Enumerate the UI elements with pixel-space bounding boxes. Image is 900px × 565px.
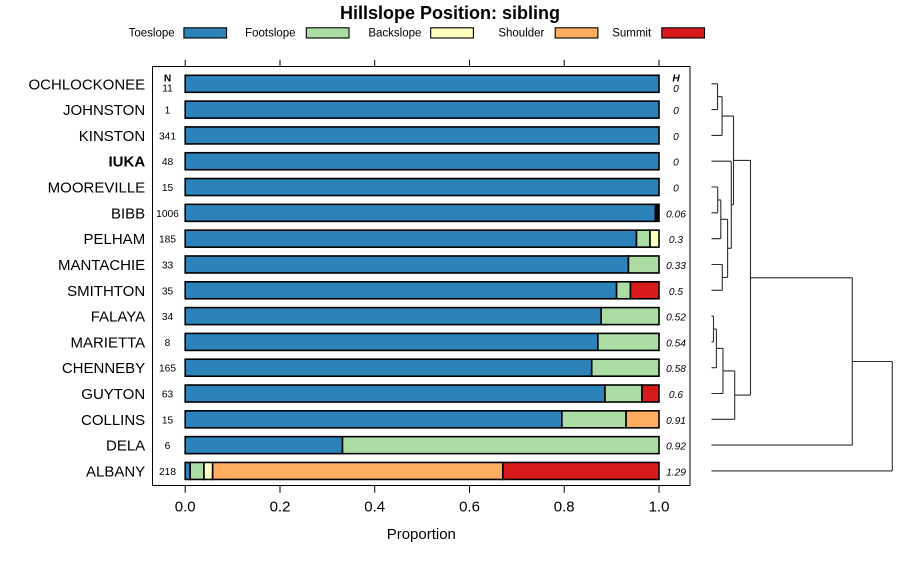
svg-text:0.6: 0.6	[459, 499, 480, 516]
svg-text:35: 35	[162, 286, 174, 297]
svg-text:1006: 1006	[156, 209, 179, 220]
svg-text:0: 0	[673, 184, 679, 195]
svg-text:0.0: 0.0	[175, 499, 196, 516]
svg-text:341: 341	[159, 131, 176, 142]
svg-text:COLLINS: COLLINS	[81, 412, 145, 429]
svg-text:Toeslope: Toeslope	[129, 28, 175, 40]
svg-text:218: 218	[159, 467, 176, 478]
svg-text:Shoulder: Shoulder	[498, 28, 544, 40]
svg-text:Hillslope Position: sibling: Hillslope Position: sibling	[340, 3, 560, 23]
svg-text:0: 0	[673, 158, 679, 169]
svg-text:0: 0	[673, 84, 679, 95]
svg-text:MARIETTA: MARIETTA	[70, 334, 145, 351]
svg-text:0.8: 0.8	[554, 499, 575, 516]
svg-text:0.6: 0.6	[669, 390, 683, 401]
svg-text:1.0: 1.0	[649, 499, 670, 516]
svg-text:MANTACHIE: MANTACHIE	[58, 257, 145, 274]
svg-text:0.3: 0.3	[669, 235, 683, 246]
svg-text:H: H	[672, 73, 680, 84]
svg-text:N: N	[164, 73, 171, 84]
svg-text:1: 1	[165, 106, 171, 117]
svg-text:0.33: 0.33	[666, 261, 686, 272]
svg-text:PELHAM: PELHAM	[84, 231, 146, 248]
svg-text:33: 33	[162, 261, 174, 272]
svg-text:6: 6	[165, 441, 171, 452]
svg-text:IUKA: IUKA	[109, 154, 146, 171]
svg-text:Backslope: Backslope	[368, 28, 421, 40]
svg-text:CHENNEBY: CHENNEBY	[62, 360, 145, 377]
svg-text:63: 63	[162, 390, 174, 401]
svg-text:15: 15	[162, 415, 174, 426]
svg-text:0.91: 0.91	[666, 416, 686, 427]
svg-text:1.29: 1.29	[666, 467, 686, 478]
svg-text:11: 11	[162, 84, 173, 95]
svg-text:OCHLOCKONEE: OCHLOCKONEE	[28, 76, 145, 93]
svg-text:FALAYA: FALAYA	[91, 309, 145, 326]
svg-text:0.4: 0.4	[364, 499, 385, 516]
svg-text:ALBANY: ALBANY	[86, 463, 145, 480]
svg-text:DELA: DELA	[106, 438, 145, 455]
svg-text:0.2: 0.2	[270, 499, 291, 516]
svg-text:0.06: 0.06	[666, 209, 686, 220]
svg-text:0: 0	[673, 132, 679, 143]
svg-text:GUYTON: GUYTON	[81, 386, 145, 403]
svg-text:JOHNSTON: JOHNSTON	[63, 102, 145, 119]
svg-text:Footslope: Footslope	[245, 28, 296, 40]
svg-text:165: 165	[159, 364, 176, 375]
svg-text:48: 48	[162, 157, 174, 168]
svg-text:0: 0	[673, 106, 679, 117]
svg-text:SMITHTON: SMITHTON	[67, 283, 145, 300]
svg-text:BIBB: BIBB	[111, 205, 145, 222]
svg-text:0.54: 0.54	[666, 338, 686, 349]
svg-text:8: 8	[165, 338, 171, 349]
svg-text:0.58: 0.58	[666, 364, 686, 375]
svg-text:0.92: 0.92	[666, 442, 686, 453]
svg-text:MOOREVILLE: MOOREVILLE	[48, 180, 146, 197]
svg-text:KINSTON: KINSTON	[79, 128, 145, 145]
svg-text:0.52: 0.52	[666, 313, 686, 324]
svg-text:185: 185	[159, 235, 176, 246]
svg-text:15: 15	[162, 183, 174, 194]
svg-text:34: 34	[162, 312, 174, 323]
svg-text:Summit: Summit	[612, 28, 652, 40]
svg-text:Proportion: Proportion	[387, 526, 456, 543]
svg-text:0.5: 0.5	[669, 287, 683, 298]
